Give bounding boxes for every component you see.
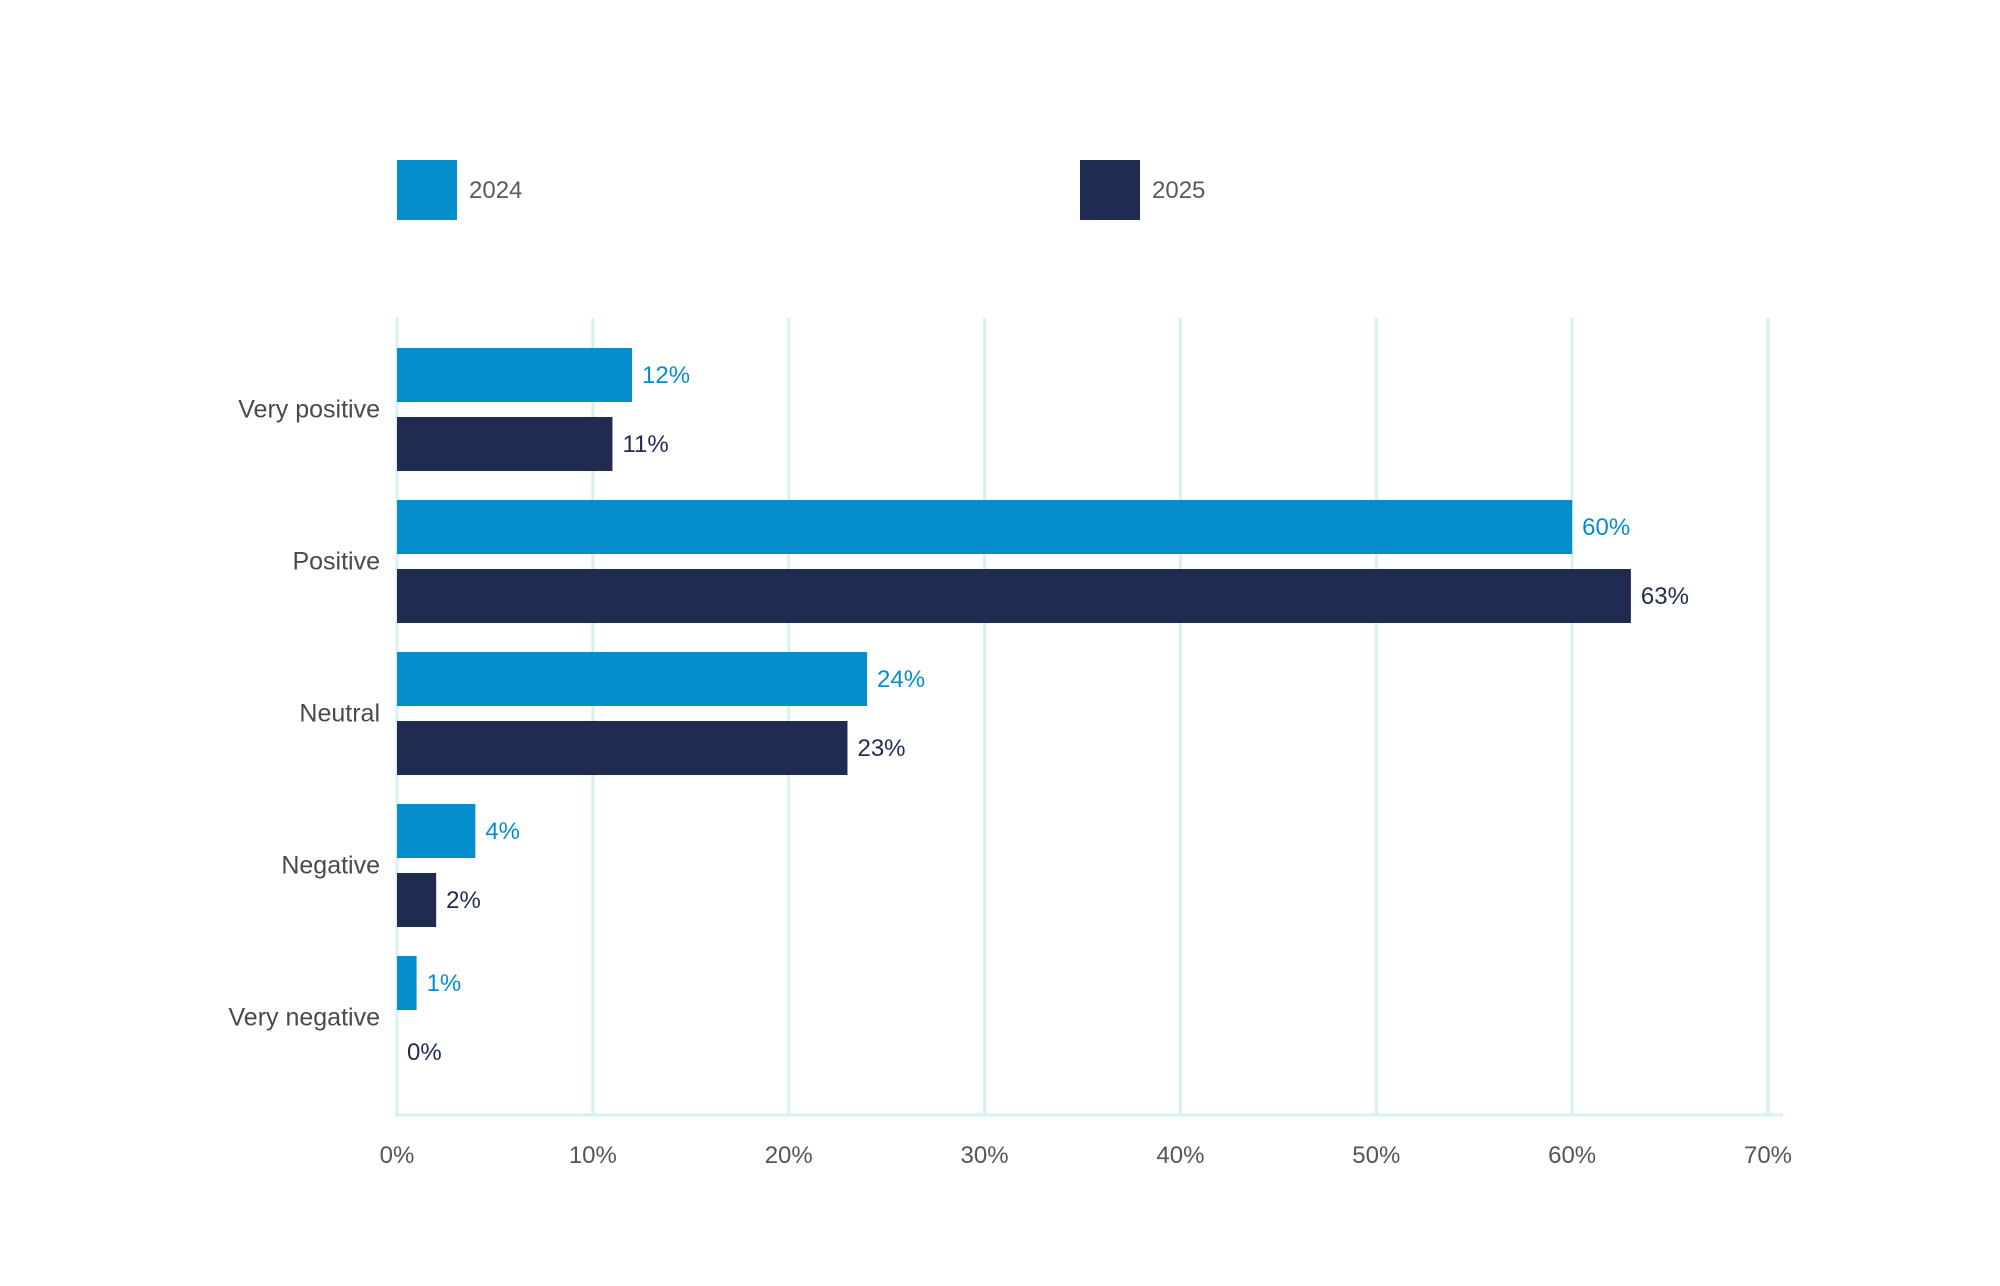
- value-label: 2%: [446, 887, 481, 914]
- x-tick-label: 10%: [569, 1142, 617, 1169]
- bar-2025-neutral: [397, 721, 848, 775]
- bar-2024-very-negative: [397, 956, 417, 1010]
- x-tick-label: 20%: [765, 1142, 813, 1169]
- category-label: Positive: [292, 548, 380, 576]
- x-tick-label: 70%: [1744, 1142, 1792, 1169]
- value-label: 23%: [857, 735, 905, 762]
- value-label: 1%: [427, 970, 462, 997]
- value-label: 4%: [485, 818, 520, 845]
- value-label: 0%: [407, 1039, 442, 1066]
- x-tick-label: 0%: [380, 1142, 415, 1169]
- value-label: 11%: [622, 431, 668, 458]
- legend-swatch-2025: [1080, 160, 1140, 220]
- x-tick-label: 60%: [1548, 1142, 1596, 1169]
- value-label: 60%: [1582, 514, 1630, 541]
- category-label: Very negative: [229, 1004, 381, 1032]
- x-tick-labels: 0% 10% 20% 30% 40% 50% 60% 70%: [380, 1142, 1792, 1169]
- bar-2024-negative: [397, 804, 476, 858]
- legend-label-2024: 2024: [469, 177, 522, 204]
- bar-2025-positive: [397, 569, 1631, 623]
- value-label: 63%: [1641, 583, 1689, 610]
- value-label: 12%: [642, 362, 690, 389]
- category-label: Negative: [281, 852, 380, 880]
- legend-label-2025: 2025: [1152, 177, 1205, 204]
- x-tick-label: 30%: [961, 1142, 1009, 1169]
- category-label: Neutral: [299, 700, 380, 728]
- legend: 2024 2025: [397, 160, 1205, 220]
- bar-2025-negative: [397, 873, 437, 927]
- bar-2024-neutral: [397, 652, 868, 706]
- bar-2025-very-positive: [397, 417, 613, 471]
- bar-2024-very-positive: [397, 348, 633, 402]
- legend-swatch-2024: [397, 160, 457, 220]
- x-tick-label: 50%: [1352, 1142, 1400, 1169]
- value-label: 24%: [877, 666, 925, 693]
- category-label: Very positive: [238, 396, 380, 424]
- bars: [397, 348, 1631, 1010]
- category-labels: Very positive Positive Neutral Negative Very…: [229, 396, 381, 1032]
- x-tick-label: 40%: [1156, 1142, 1204, 1169]
- value-labels: 12% 11% 60% 63% 24% 23% 4% 2% 1% 0%: [407, 362, 1689, 1066]
- bar-2024-positive: [397, 500, 1573, 554]
